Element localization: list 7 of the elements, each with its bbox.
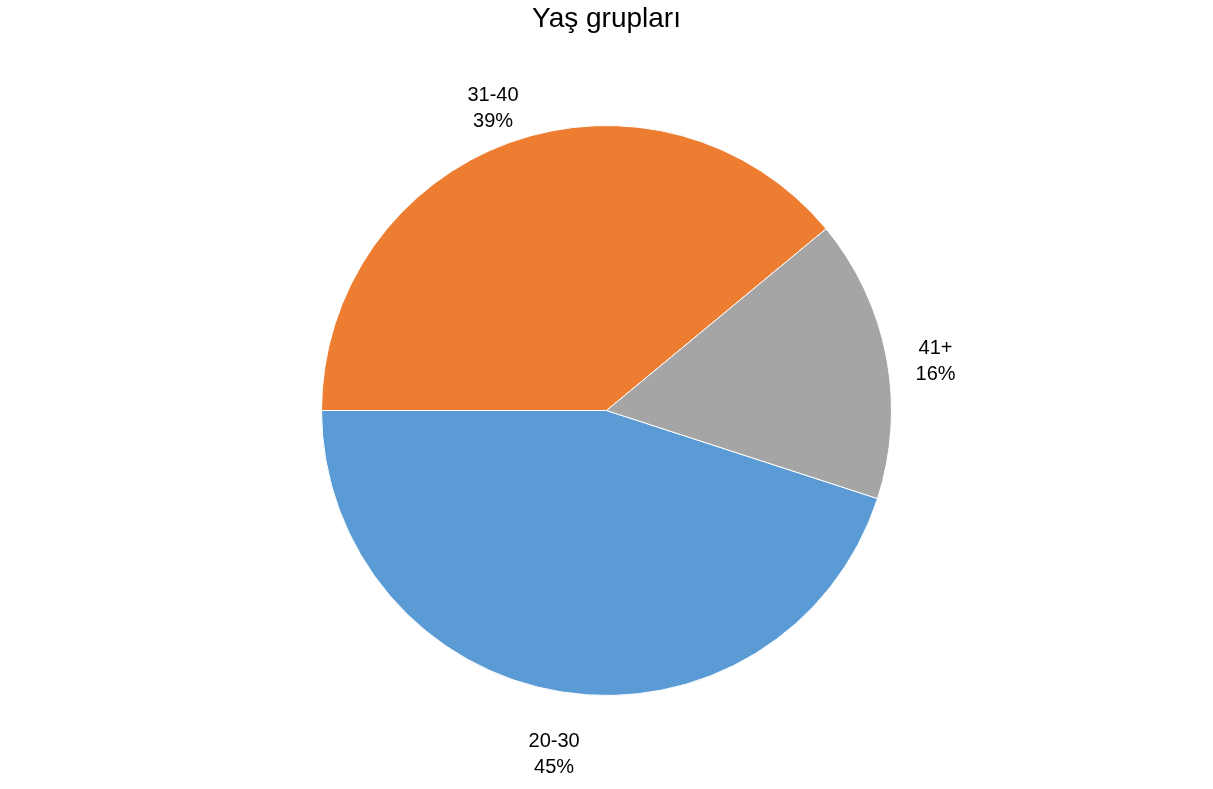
chart-title: Yaş grupları <box>532 2 681 33</box>
slice-label: 20-30 <box>528 729 580 752</box>
data-label: 39% <box>473 109 514 132</box>
data-label: 16% <box>915 361 956 384</box>
data-label: 45% <box>534 755 575 778</box>
slice-label: 41+ <box>918 335 953 358</box>
slice-label: 31-40 <box>467 83 519 106</box>
